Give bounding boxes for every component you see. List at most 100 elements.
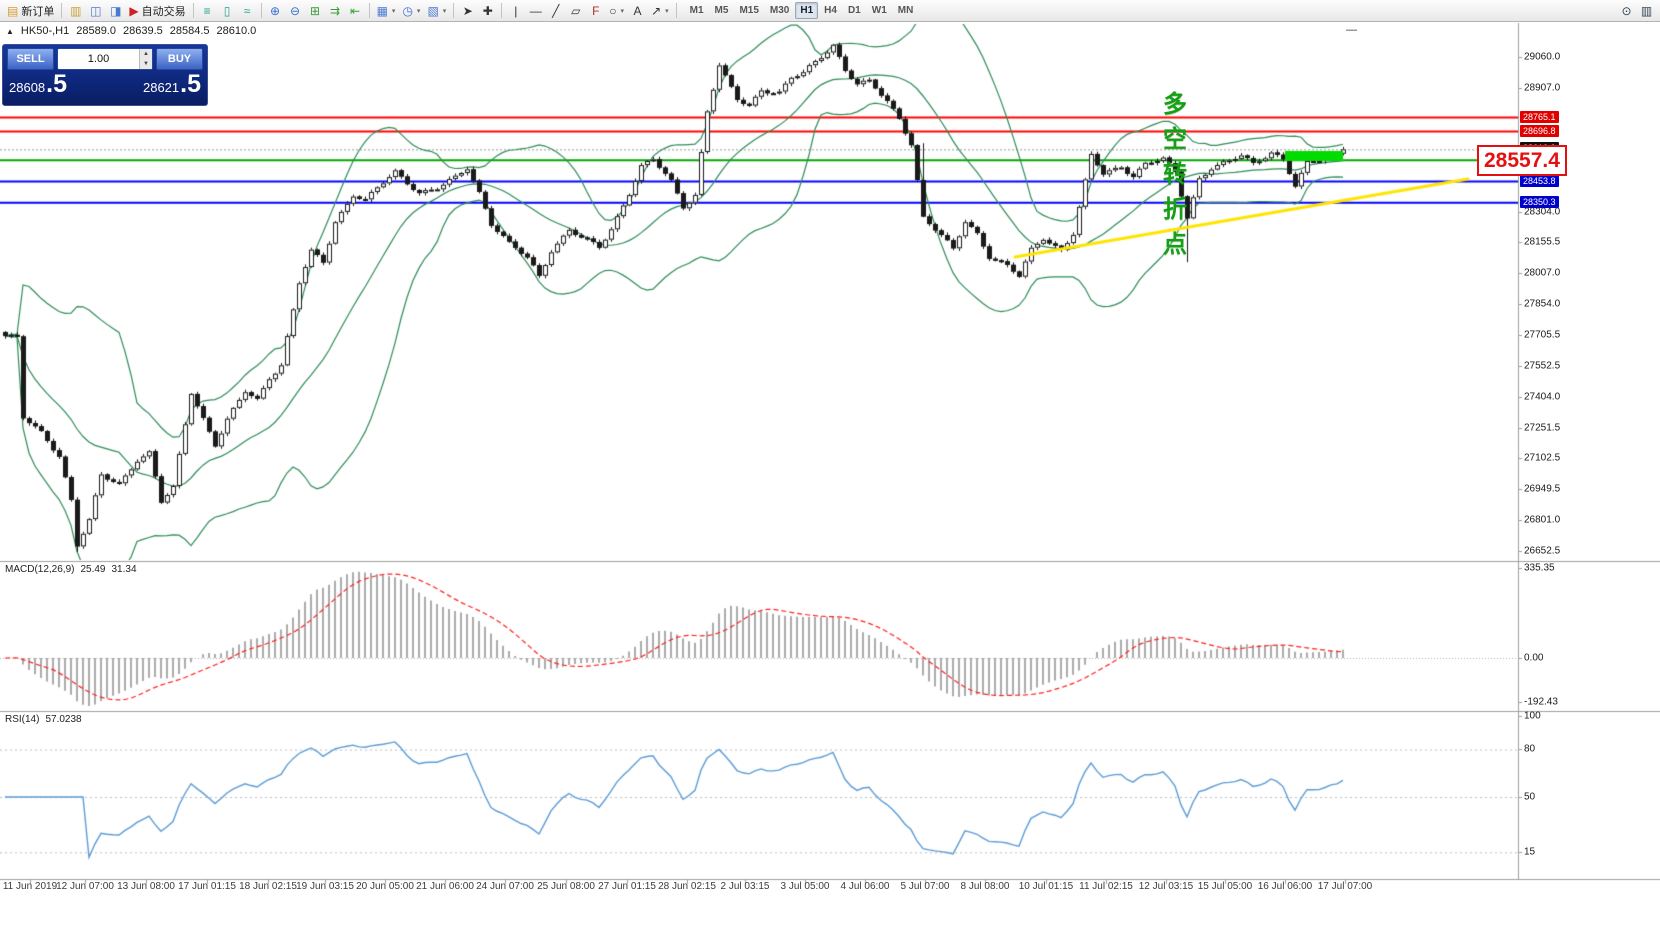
price-axis-label: 27552.5 [1524,360,1561,372]
arrows-button[interactable]: ↗ ▾ [648,1,672,20]
vertical-line-icon: | [514,3,518,18]
channel-button[interactable]: ▱ [566,1,585,20]
price-axis-label: 29060.0 [1524,51,1561,63]
vertical-line-button[interactable]: | [506,1,525,20]
zoom-in-button[interactable]: ⊕ [266,1,285,20]
cursor-button[interactable]: ➤ [458,1,477,20]
ohlc-low: 28584.5 [169,25,210,37]
rsi-value: 57.0238 [45,714,82,725]
buy-price-big: .5 [180,70,201,98]
volume-down-button[interactable]: ▼ [140,59,152,69]
market-watch-button[interactable]: ◫ [86,1,105,20]
timeframe-button-w1[interactable]: W1 [871,5,887,16]
time-axis-label: 20 Jun 05:00 [356,881,414,892]
text-button[interactable]: A [628,1,647,20]
chart-minimize-button[interactable]: — [1346,24,1357,36]
zoom-out-button[interactable]: ⊖ [286,1,305,20]
volume-value[interactable]: 1.00 [87,53,110,65]
price-axis-label: 26652.5 [1524,545,1561,557]
dropdown-arrow-icon: ▾ [620,7,625,15]
sell-price-big: .5 [46,70,68,98]
price-axis-label: 28304.0 [1524,206,1561,218]
search-button[interactable]: ⊙ [1617,1,1636,20]
macd-axis-label: 335.35 [1524,562,1555,574]
new-chart-icon: ▦ [376,3,388,18]
period-button[interactable]: ◷ ▾ [399,1,423,20]
volume-field[interactable]: 1.00 ▲ ▼ [57,48,153,70]
buy-button[interactable]: BUY [156,48,203,70]
market-watch-icon: ◫ [90,3,102,18]
channel-icon: ▱ [571,3,581,18]
horizontal-line-button[interactable]: — [526,1,545,20]
new-order-button[interactable]: ▤ 新订单 [4,1,57,20]
line-chart-type-button[interactable]: ≈ [238,1,257,20]
macd-axis-label: -192.43 [1524,696,1558,708]
time-axis-label: 16 Jul 06:00 [1257,881,1313,892]
bar-chart-type-button[interactable]: ≡ [198,1,217,20]
buy-price-main: 28621 [142,80,180,95]
crosshair-button[interactable]: ✚ [478,1,497,20]
chart-shift-button[interactable]: ⇤ [346,1,365,20]
data-window-button[interactable]: ◨ [106,1,125,20]
toolbar-separator [260,3,262,18]
time-axis-label: 24 Jun 07:00 [476,881,534,892]
sell-button[interactable]: SELL [7,48,54,70]
timeframe-button-d1[interactable]: D1 [847,5,861,16]
auto-trading-button[interactable]: ▶ 自动交易 [126,1,188,20]
macd-indicator-label: MACD(12,26,9) 25.49 31.34 [5,564,137,575]
fibonacci-button[interactable]: F [586,1,605,20]
toolbar-separator [192,3,194,18]
price-axis-label: 27404.0 [1524,391,1561,403]
templates-icon: ▧ [427,3,439,18]
price-callout-label[interactable]: 28557.4 [1477,145,1567,176]
annotation-text[interactable]: 多空转折点 [1163,91,1190,258]
time-axis-label: 11 Jun 2019 [2,881,58,892]
macd-main-value: 25.49 [80,564,106,575]
time-axis-label: 28 Jun 02:15 [658,881,716,892]
timeframe-button-mn[interactable]: MN [897,5,914,16]
timeframe-button-m30[interactable]: M30 [769,5,790,16]
price-axis-label: 28155.5 [1524,236,1561,248]
templates-button[interactable]: ▧ ▾ [424,1,449,20]
bar-chart-type-icon: ≡ [203,3,211,18]
time-axis-label: 10 Jul 01:15 [1018,881,1074,892]
time-axis-label: 8 Jul 08:00 [960,881,1010,892]
buy-price: 28621 .5 [143,72,201,97]
window-list-button[interactable]: ▥ [1637,1,1656,20]
profiles-icon: ▥ [70,3,82,18]
trendline-button[interactable]: ╱ [546,1,565,20]
shapes-button[interactable]: ○ ▾ [606,1,627,20]
toolbar-separator [453,3,455,18]
auto-scroll-button[interactable]: ⇉ [326,1,345,20]
symbol-name: HK50-,H1 [20,25,70,37]
chart-area[interactable] [0,23,1518,879]
timeframe-button-m5[interactable]: M5 [714,5,729,16]
tile-windows-icon: ⊞ [310,3,321,18]
toolbar-separator [675,3,677,18]
time-axis-label: 13 Jun 08:00 [117,881,175,892]
tile-windows-button[interactable]: ⊞ [306,1,325,20]
time-axis-label: 25 Jun 08:00 [537,881,595,892]
auto-trading-button-label: 自动交易 [141,5,186,18]
timeframe-button-m1[interactable]: M1 [689,5,704,16]
new-order-icon: ▤ [7,3,19,18]
auto-trading-icon: ▶ [129,3,139,18]
dropdown-arrow-icon: ▾ [416,7,421,15]
candle-chart-type-icon: ▯ [223,3,231,18]
price-axis-label: 28007.0 [1524,267,1561,279]
timeframe-button-h1[interactable]: H1 [795,2,819,19]
timeframe-button-h4[interactable]: H4 [824,5,837,16]
time-axis-label: 19 Jun 03:15 [296,881,354,892]
chart-shift-icon: ⇤ [350,3,361,18]
one-click-collapse-icon[interactable]: ▲ [6,26,14,36]
main-toolbar: ▤ 新订单 ▥ ◫ ◨ ▶ 自动交易 ≡ ▯ ≈ ⊕ ⊖ ⊞ ⇉ ⇤ ▦ ▾ ◷ ▾ ▧ ▾ ➤ ✚ | — ╱ ▱ F ○ ▾ A ↗ ▾ M1… [0,0,1660,22]
time-axis-label: 3 Jul 05:00 [780,881,830,892]
price-axis-label: 28350.3 [1520,196,1559,208]
volume-up-button[interactable]: ▲ [140,49,152,59]
timeframe-button-m15[interactable]: M15 [739,5,759,16]
ohlc-high: 28639.5 [122,25,163,37]
price-axis-label: 28453.8 [1520,175,1559,187]
new-chart-button[interactable]: ▦ ▾ [374,1,399,20]
candle-chart-type-button[interactable]: ▯ [218,1,237,20]
profiles-button[interactable]: ▥ [66,1,85,20]
